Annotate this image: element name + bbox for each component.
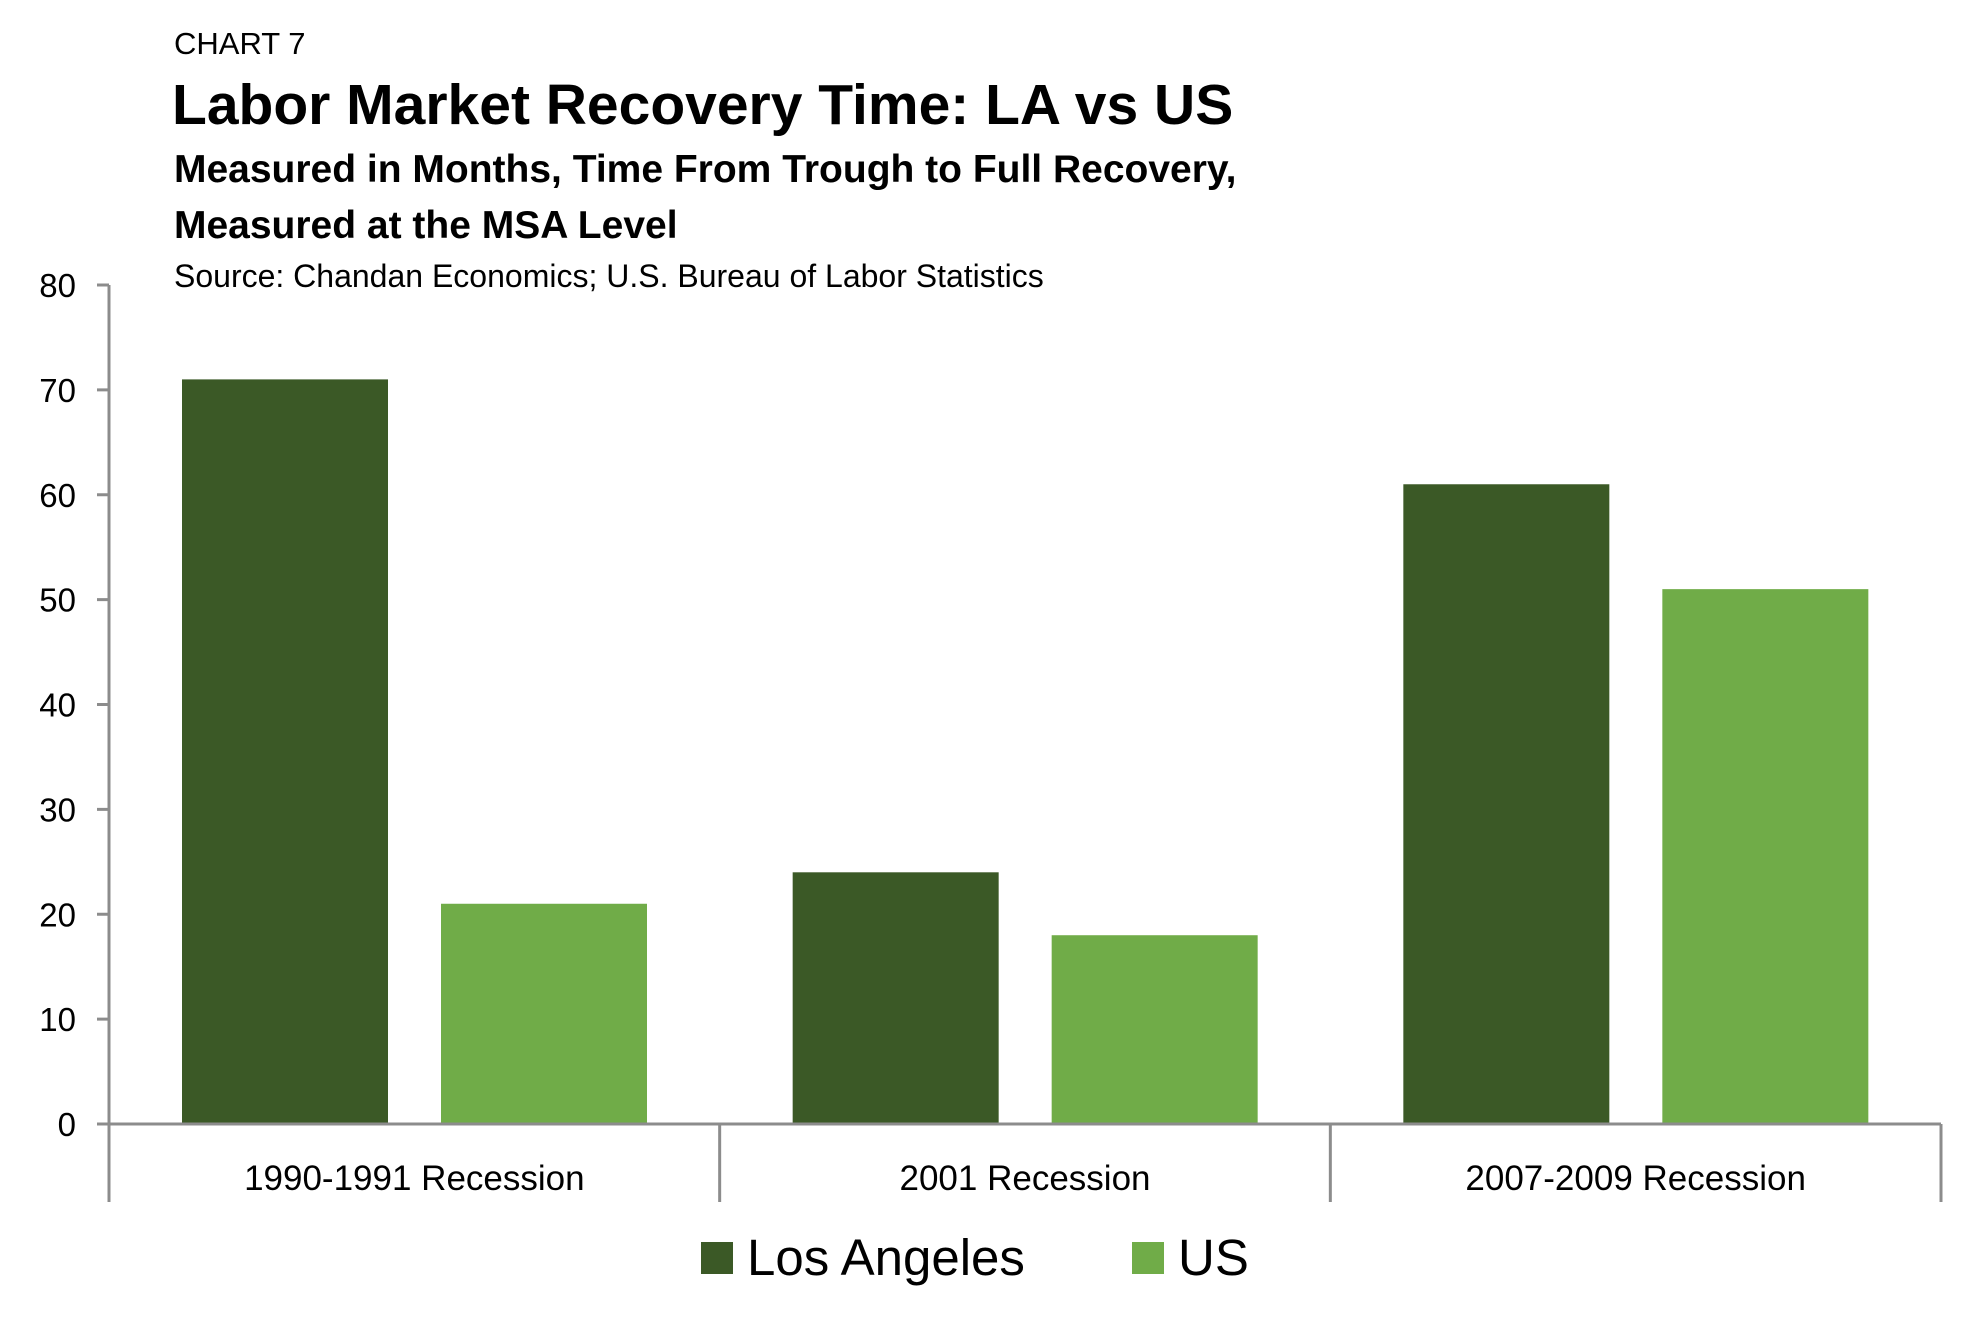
- bar-us-3: [1662, 589, 1869, 1124]
- legend-label-los-angeles: Los Angeles: [747, 1229, 1025, 1286]
- legend-swatch-los-angeles: [701, 1241, 733, 1274]
- legend-swatch-us: [1132, 1241, 1164, 1274]
- y-tick-label: 20: [39, 896, 76, 933]
- chart-subtitle-line-2: Measured at the MSA Level: [174, 204, 678, 247]
- legend-label-us: US: [1178, 1229, 1249, 1286]
- legend-item-us: US: [1132, 1228, 1249, 1287]
- bar-los-angeles-2: [792, 872, 999, 1124]
- x-category-label: 2007-2009 Recession: [1465, 1159, 1806, 1198]
- legend-item-los-angeles: Los Angeles: [701, 1228, 1025, 1287]
- bar-us-2: [1051, 935, 1258, 1124]
- bar-los-angeles-3: [1403, 484, 1610, 1124]
- y-tick-label: 0: [58, 1106, 76, 1143]
- chart-source: Source: Chandan Economics; U.S. Bureau o…: [174, 258, 1044, 294]
- y-tick-label: 60: [39, 477, 76, 514]
- chart-label: CHART 7: [174, 26, 306, 61]
- chart-subtitle-line-1: Measured in Months, Time From Trough to …: [174, 148, 1237, 191]
- y-tick-label: 30: [39, 791, 76, 828]
- x-category-label: 2001 Recession: [900, 1159, 1151, 1198]
- y-tick-label: 70: [39, 372, 76, 409]
- x-category-label: 1990-1991 Recession: [244, 1159, 585, 1198]
- y-tick-label: 80: [39, 267, 76, 304]
- bar-us-1: [441, 903, 647, 1124]
- bar-los-angeles-1: [182, 379, 388, 1124]
- chart-title: Labor Market Recovery Time: LA vs US: [172, 73, 1234, 137]
- y-tick-label: 40: [39, 687, 76, 724]
- y-tick-label: 50: [39, 582, 76, 619]
- y-tick-label: 10: [39, 1001, 76, 1038]
